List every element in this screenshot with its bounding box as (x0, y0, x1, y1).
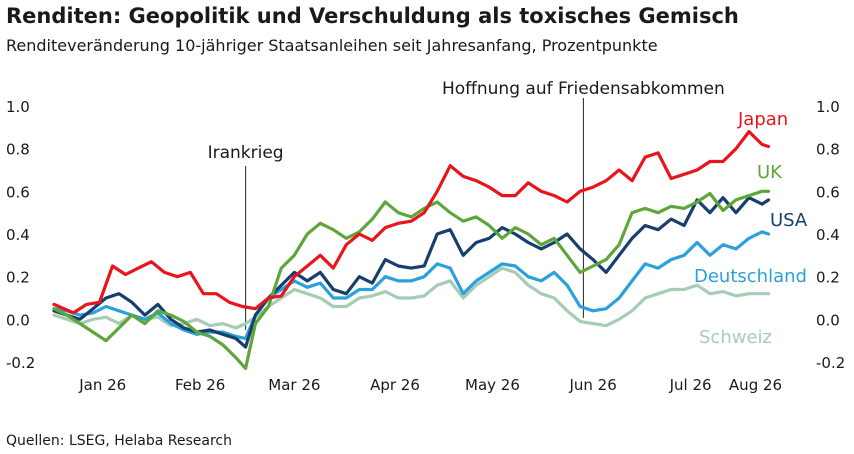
chart-subtitle: Renditeveränderung 10-jähriger Staatsanl… (6, 36, 658, 55)
y-tick-label-right: 0.0 (816, 311, 840, 329)
y-tick-label-right: 0.8 (816, 141, 840, 159)
series-line-usa (52, 196, 771, 349)
series-label-deutschland: Deutschland (694, 266, 807, 287)
y-tick-label-right: 0.6 (816, 183, 840, 201)
series-label-usa: USA (770, 210, 808, 231)
y-tick-label-left: 0.6 (6, 183, 30, 201)
y-tick-label-right: 0.4 (816, 226, 840, 244)
series-line-japan (52, 130, 771, 315)
x-tick-label: Apr 26 (370, 376, 420, 394)
y-tick-label-right: 0.2 (816, 269, 840, 287)
y-tick-label-left: -0.2 (6, 354, 35, 372)
y-tick-label-left: 0.0 (6, 311, 30, 329)
x-tick-label: Jan 26 (78, 376, 126, 394)
source-note: Quellen: LSEG, Helaba Research (6, 433, 232, 449)
y-tick-label-right: -0.2 (816, 354, 845, 372)
x-tick-label: Feb 26 (175, 376, 225, 394)
y-tick-label-left: 0.2 (6, 269, 30, 287)
chart-title: Renditen: Geopolitik und Verschuldung al… (6, 4, 739, 28)
series-label-uk: UK (757, 162, 783, 183)
x-tick-label: Jul 26 (669, 376, 712, 394)
series-line-uk (52, 189, 771, 370)
series-label-japan: Japan (737, 109, 788, 130)
series-line-deutschland (52, 230, 771, 341)
x-tick-label: Mar 26 (268, 376, 320, 394)
annotation-hoffnung: Hoffnung auf Friedensabkommen (442, 79, 725, 99)
x-tick-label: Aug 26 (729, 376, 782, 394)
x-tick-label: May 26 (465, 376, 520, 394)
series-label-schweiz: Schweiz (699, 327, 772, 348)
x-tick-label: Jun 26 (568, 376, 616, 394)
y-tick-label-left: 1.0 (6, 98, 30, 116)
annotation-irankrieg: Irankrieg (208, 143, 284, 163)
y-tick-label-left: 0.8 (6, 141, 30, 159)
line-chart: 1.0 1.0 0.8 0.8 0.6 0.6 0.4 0.4 0.2 0.2 0.0 0.0 -0.2… (6, 79, 845, 394)
y-tick-label-left: 0.4 (6, 226, 30, 244)
series-line-schweiz (52, 266, 771, 330)
y-tick-label-right: 1.0 (816, 98, 840, 116)
